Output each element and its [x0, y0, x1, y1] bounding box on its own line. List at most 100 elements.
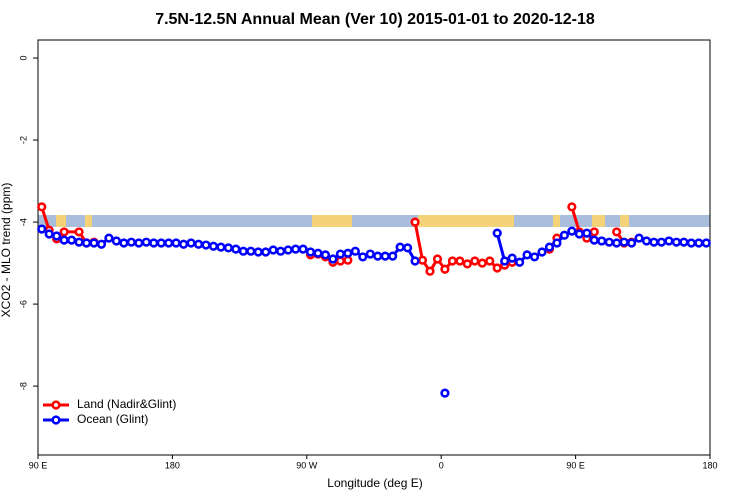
point: [59, 235, 69, 245]
point: [268, 245, 278, 255]
point: [589, 227, 599, 237]
point: [111, 236, 121, 246]
point: [589, 235, 599, 245]
point: [440, 388, 450, 398]
legend-marker: [51, 400, 61, 410]
x-tick-label: 90 W: [296, 460, 318, 470]
point: [350, 246, 360, 256]
point: [500, 256, 510, 266]
point: [358, 252, 368, 262]
point: [597, 236, 607, 246]
point: [141, 237, 151, 247]
legend-label: Ocean (Glint): [77, 412, 148, 426]
point: [276, 246, 286, 256]
point: [126, 237, 136, 247]
point: [179, 239, 189, 249]
point: [514, 257, 525, 267]
point: [686, 238, 696, 248]
point: [305, 247, 316, 257]
point: [193, 239, 204, 249]
point: [343, 255, 353, 265]
point: [44, 229, 54, 239]
point: [37, 202, 47, 212]
point: [89, 238, 99, 248]
point: [335, 256, 346, 266]
point: [552, 238, 562, 248]
y-tick-label: -4: [18, 218, 28, 226]
point: [537, 247, 547, 257]
point: [37, 224, 47, 234]
point: [492, 228, 502, 238]
point: [410, 256, 420, 266]
point: [328, 254, 338, 264]
point: [201, 240, 211, 250]
point: [388, 251, 398, 261]
surface-strip: [38, 215, 710, 227]
point: [455, 256, 465, 266]
point: [492, 263, 502, 273]
point: [313, 248, 323, 258]
point: [634, 233, 644, 243]
x-tick-label: 90 E: [29, 460, 48, 470]
point: [365, 249, 375, 259]
point: [52, 231, 62, 241]
y-tick-label: -2: [18, 136, 28, 144]
point: [96, 239, 107, 249]
point: [447, 256, 458, 266]
point: [619, 237, 629, 247]
point: [119, 238, 129, 248]
legend-marker: [51, 415, 61, 425]
point: [238, 246, 248, 256]
point: [74, 227, 84, 237]
x-tick-label: 90 E: [566, 460, 585, 470]
point: [59, 227, 69, 237]
point: [253, 247, 263, 257]
point: [156, 238, 166, 248]
point: [671, 237, 682, 247]
point: [574, 229, 584, 239]
y-tick-label: 0: [18, 56, 28, 61]
point: [320, 250, 331, 260]
point: [694, 238, 704, 248]
point: [291, 244, 301, 254]
point: [612, 227, 622, 237]
point: [410, 217, 420, 227]
point: [612, 238, 622, 248]
point: [559, 230, 570, 240]
point: [656, 237, 667, 247]
point: [425, 266, 435, 276]
point: [164, 238, 174, 248]
point: [149, 238, 159, 248]
x-axis-label: Longitude (deg E): [327, 476, 422, 490]
point: [380, 251, 390, 261]
point: [261, 247, 271, 257]
chart-title: 7.5N-12.5N Annual Mean (Ver 10) 2015-01-…: [155, 11, 595, 28]
point: [679, 237, 689, 247]
point: [186, 238, 196, 248]
point: [395, 242, 405, 252]
point: [343, 248, 353, 258]
point: [223, 243, 233, 253]
point: [529, 252, 540, 262]
point: [507, 253, 517, 263]
point: [522, 250, 532, 260]
x-tick-label: 180: [165, 460, 180, 470]
point: [298, 244, 308, 254]
y-tick-label: -6: [18, 300, 28, 308]
point: [66, 235, 77, 245]
point: [208, 241, 219, 251]
point: [216, 242, 226, 252]
legend-label: Land (Nadir&Glint): [77, 397, 176, 411]
y-axis-label: XCO2 - MLO trend (ppm): [0, 183, 13, 318]
point: [283, 245, 293, 255]
point: [701, 238, 711, 248]
point: [649, 237, 659, 247]
point: [440, 264, 450, 274]
point: [462, 259, 472, 269]
point: [335, 249, 346, 259]
point: [432, 254, 443, 264]
point: [81, 238, 92, 248]
point: [604, 237, 614, 247]
point: [641, 236, 652, 246]
